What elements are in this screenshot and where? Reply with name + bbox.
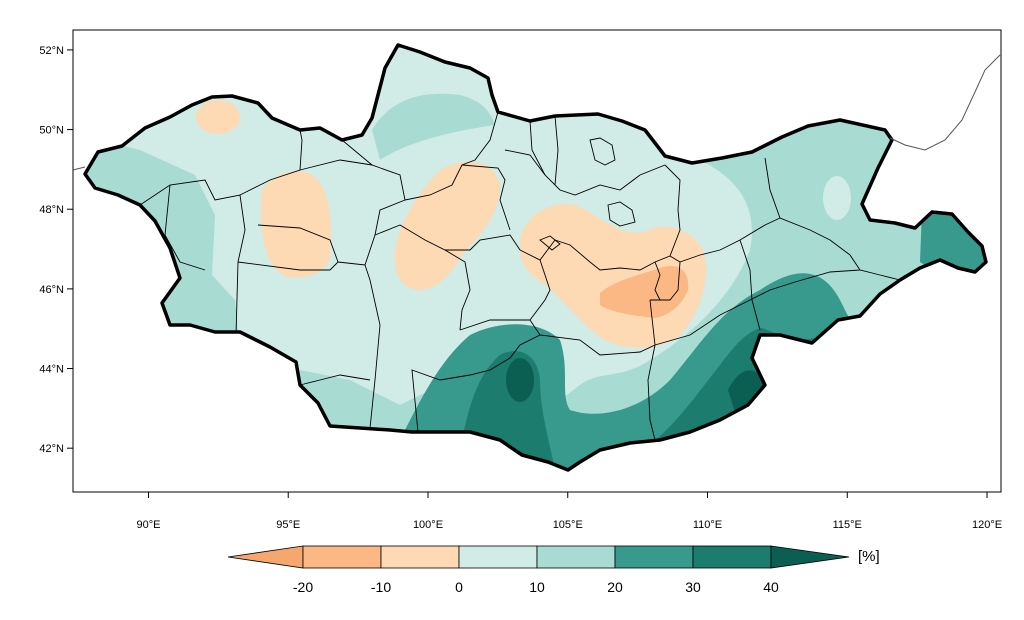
lon-tick-label: 115°E [833,519,862,531]
colorbar-segment [302,545,382,569]
province-border [764,157,861,271]
colorbar-segment [380,545,460,569]
lon-tick-label: 100°E [413,519,443,531]
province-border [664,164,681,257]
lon-tick-label: 120°E [972,519,1002,531]
province-border [539,235,561,251]
colorbar-tick-label: 0 [455,579,463,595]
province-border [607,201,636,227]
province-borders [139,111,901,441]
province-border [374,224,521,251]
province-border [654,261,661,301]
contour-40-plus-south [506,358,534,402]
longitude-axis: 90°E 95°E 100°E 105°E 110°E 115°E 120°E [136,492,1002,531]
colorbar-tick-label: -10 [371,579,391,595]
lat-tick-label: 52°N [39,45,64,57]
province-border [341,139,373,166]
lat-tick-label: 42°N [39,443,64,455]
province-border [444,249,471,331]
lat-tick-label: 44°N [39,364,64,376]
contour-40-plus-southeast [728,370,768,412]
province-border [554,115,559,186]
colorbar-unit-label: [%] [858,548,880,565]
province-border [411,334,541,433]
province-border [461,164,511,231]
colorbar: -20 -10 0 10 20 30 40 [227,545,850,595]
contour-neg10-0-northwest [196,100,240,134]
border-west [72,166,86,171]
colorbar-tick-label: -20 [293,579,313,595]
province-border [364,264,381,429]
colorbar-tick-label: 30 [685,579,701,595]
border-northeast [889,54,1001,151]
province-border [164,184,206,271]
colorbar-segment [458,545,538,569]
latitude-axis: 52°N 50°N 48°N 46°N 44°N 42°N [39,45,73,455]
colorbar-tick-label: 10 [529,579,545,595]
country-outline [83,43,988,472]
colorbar-upper-extension [770,545,850,569]
colorbar-tick-label: 20 [607,579,623,595]
province-border [647,344,656,441]
lon-tick-label: 110°E [693,519,722,531]
contour-10-20-north [372,93,495,160]
lon-tick-label: 105°E [553,519,583,531]
lat-tick-label: 50°N [39,125,64,137]
lat-tick-label: 46°N [39,284,64,296]
province-border [139,179,246,336]
province-border [739,239,761,331]
province-border [529,120,546,176]
contour-neg20-neg10-east [600,266,689,318]
province-border [504,149,666,196]
province-border [589,137,616,166]
province-border [679,217,781,263]
contour-neg10-0-central [394,161,500,290]
colorbar-segment [692,545,772,569]
province-border [459,319,530,331]
lon-tick-label: 90°E [136,519,160,531]
province-border [654,269,901,346]
contour-0-10-east-patch [823,176,851,220]
contour-neg10-0-west [260,171,331,278]
colorbar-segment [614,545,694,569]
lat-tick-label: 48°N [39,204,64,216]
colorbar-segment [536,545,616,569]
colorbar-tick-label: 40 [763,579,779,595]
lon-tick-label: 95°E [276,519,300,531]
province-border [519,239,681,301]
province-border [529,259,656,356]
province-border [299,374,371,386]
colorbar-lower-extension [227,545,304,569]
